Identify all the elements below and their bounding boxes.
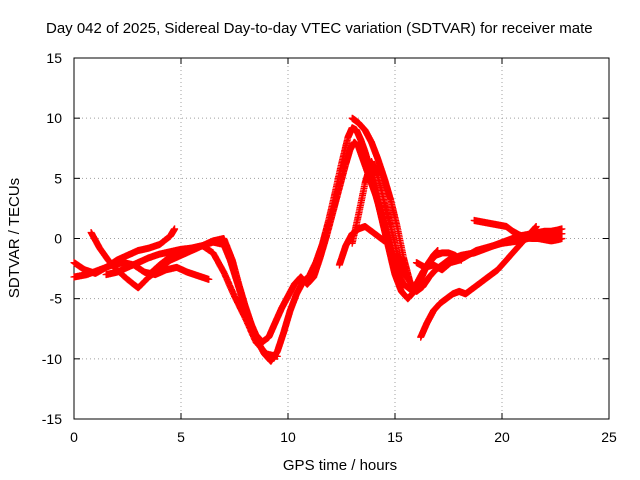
- chart-title: Day 042 of 2025, Sidereal Day-to-day VTE…: [46, 20, 593, 37]
- x-tick-label: 25: [601, 429, 617, 445]
- series-track-f: [348, 158, 414, 286]
- x-tick-label: 5: [177, 429, 185, 445]
- y-tick-label: 0: [54, 231, 62, 247]
- series-track-h: [335, 223, 388, 269]
- data-point-marks: [145, 138, 465, 346]
- data-point-marks: [348, 158, 414, 286]
- x-tick-label: 0: [70, 429, 78, 445]
- data-point-marks: [335, 223, 388, 269]
- y-tick-label: 10: [46, 110, 62, 126]
- axis-ticks: 0 5 10 15 20 25 -15 -10 -5 0 5 10 15: [42, 50, 617, 445]
- y-tick-label: -15: [42, 411, 62, 427]
- data-point-marks: [412, 230, 566, 274]
- x-tick-label: 10: [280, 429, 296, 445]
- series-track-e: [102, 242, 281, 360]
- y-tick-label: -5: [50, 291, 63, 307]
- data-markers: [70, 114, 566, 365]
- x-tick-label: 20: [494, 429, 510, 445]
- series-track-d: [145, 138, 465, 346]
- y-tick-label: 5: [54, 170, 62, 186]
- series-track-k: [412, 230, 566, 274]
- y-tick-label: 15: [46, 50, 62, 66]
- x-tick-label: 15: [387, 429, 403, 445]
- data-point-marks: [102, 242, 281, 360]
- x-axis-title: GPS time / hours: [283, 457, 397, 474]
- y-axis-title: SDTVAR / TECUs: [6, 178, 23, 298]
- y-tick-label: -10: [42, 351, 62, 367]
